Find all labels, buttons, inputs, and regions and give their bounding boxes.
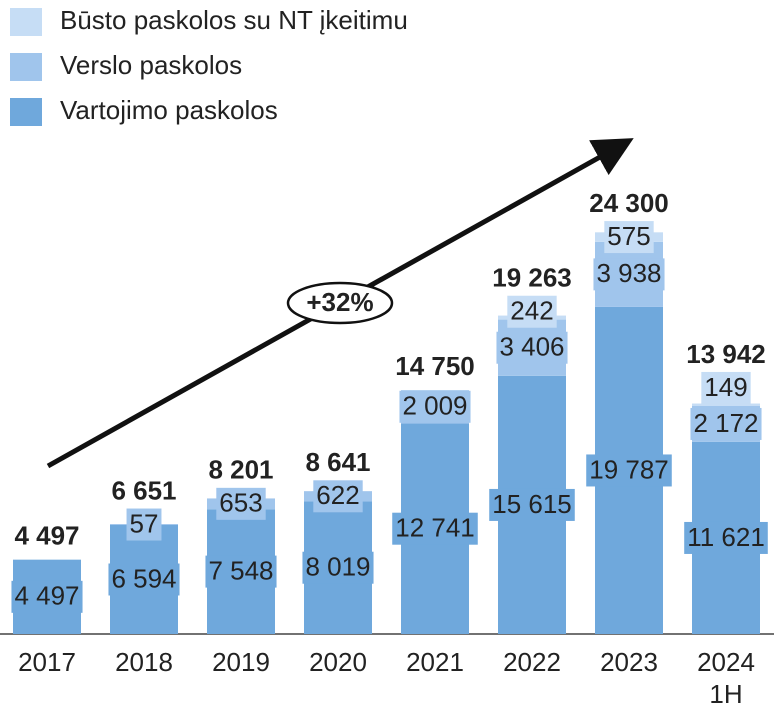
- x-tick-label: 2019: [212, 647, 270, 677]
- total-label: 14 750: [395, 351, 475, 381]
- total-label: 13 942: [686, 339, 766, 369]
- value-label: 575: [607, 221, 650, 251]
- total-label: 8 201: [208, 455, 273, 485]
- value-label: 149: [704, 372, 747, 402]
- value-label: 2 009: [402, 391, 467, 421]
- value-label: 11 621: [687, 522, 765, 552]
- value-label-bg: [216, 487, 266, 520]
- total-label: 6 651: [111, 475, 176, 505]
- value-label: 242: [510, 296, 553, 326]
- annotation: +32%: [306, 287, 373, 317]
- value-label: 57: [130, 508, 159, 538]
- legend-swatch: [10, 8, 42, 36]
- value-label-bg: [593, 258, 665, 291]
- value-label-bg: [126, 508, 162, 541]
- x-tick-label: 2017: [18, 647, 76, 677]
- value-label-bg: [205, 555, 277, 588]
- value-label-bg: [399, 390, 471, 423]
- x-tick-label: 2020: [309, 647, 367, 677]
- x-tick-label: 2018: [115, 647, 173, 677]
- value-label-bg: [507, 295, 557, 328]
- value-label: 3 938: [596, 258, 661, 288]
- value-label: 6 594: [111, 563, 176, 593]
- legend-swatch: [10, 53, 42, 81]
- total-label: 8 641: [305, 447, 370, 477]
- value-label-bg: [11, 580, 83, 613]
- value-label: 7 548: [208, 555, 273, 585]
- legend-swatch: [10, 98, 42, 126]
- legend-label: Vartojimo paskolos: [60, 95, 278, 125]
- value-label: 4 497: [14, 581, 79, 611]
- value-label-bg: [496, 331, 568, 364]
- x-tick-label: 2021: [406, 647, 464, 677]
- value-label: 3 406: [499, 332, 564, 362]
- value-label-bg: [701, 371, 751, 404]
- value-label-bg: [684, 521, 768, 554]
- total-label: 4 497: [14, 521, 79, 551]
- value-label: 19 787: [589, 454, 669, 484]
- value-label-bg: [313, 480, 363, 513]
- value-label: 2 172: [693, 408, 758, 438]
- value-label-bg: [489, 488, 575, 521]
- value-label: 8 019: [305, 552, 370, 582]
- value-label-bg: [108, 563, 180, 596]
- value-label-bg: [604, 221, 654, 254]
- value-label-bg: [690, 407, 762, 440]
- bar-segment: [692, 403, 760, 407]
- value-label: 15 615: [492, 489, 572, 519]
- value-label-bg: [586, 454, 672, 487]
- x-tick-label: 2024 1H: [697, 647, 755, 708]
- annotation-bubble: [286, 281, 394, 325]
- value-label: 622: [316, 480, 359, 510]
- total-label: 19 263: [492, 263, 572, 293]
- total-label: 24 300: [589, 188, 669, 218]
- x-tick-label: 2022: [503, 647, 561, 677]
- value-label-bg: [392, 512, 478, 545]
- value-label-bg: [302, 551, 374, 584]
- x-tick-label: 2023: [600, 647, 658, 677]
- legend-label: Būsto paskolos su NT įkeitimu: [60, 5, 408, 35]
- value-label: 653: [219, 488, 262, 518]
- legend-label: Verslo paskolos: [60, 50, 242, 80]
- value-label: 12 741: [395, 513, 475, 543]
